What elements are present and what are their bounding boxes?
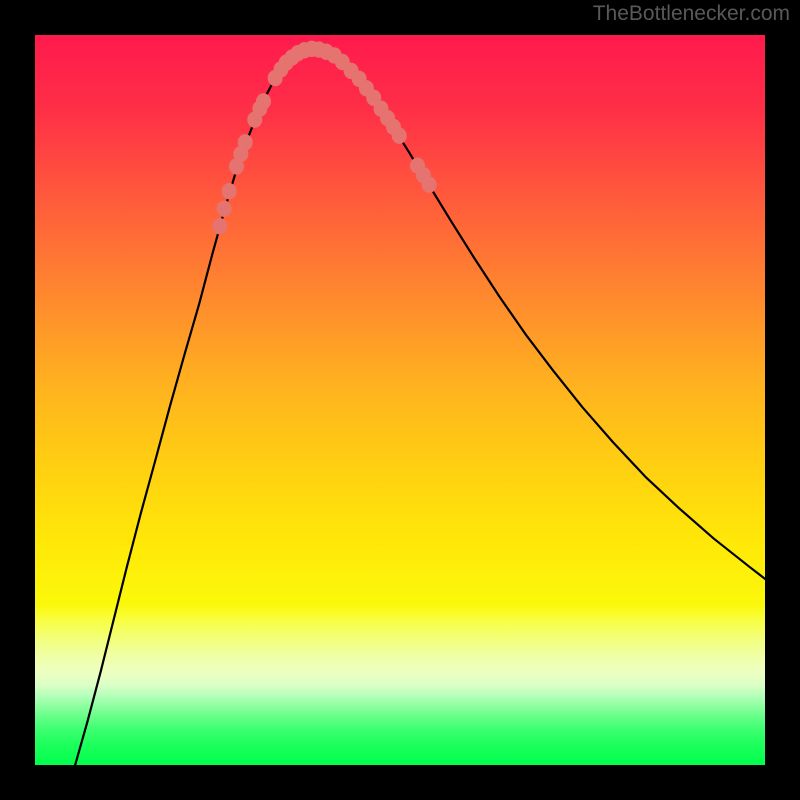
marker-dot — [217, 201, 232, 217]
curve-layer — [35, 35, 765, 765]
marker-dot — [238, 134, 253, 150]
marker-dot — [392, 128, 407, 144]
watermark-text: TheBottlenecker.com — [593, 2, 790, 26]
marker-dot — [222, 183, 237, 199]
marker-dot — [256, 93, 271, 109]
v-curve — [75, 50, 765, 765]
chart-root: TheBottlenecker.com — [0, 0, 800, 800]
marker-group — [212, 41, 437, 235]
plot-area — [35, 35, 765, 765]
marker-dot — [212, 218, 227, 234]
marker-dot — [422, 176, 437, 192]
